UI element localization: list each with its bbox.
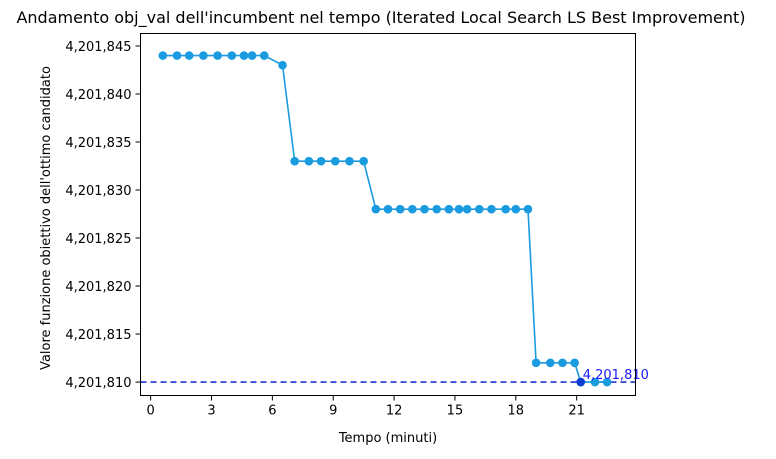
data-point — [501, 204, 510, 214]
data-point — [184, 51, 194, 60]
data-point — [602, 377, 612, 387]
best-point — [576, 377, 586, 387]
data-point — [259, 51, 269, 60]
x-tick-label: 0 — [147, 404, 155, 419]
y-tick-label: 4,201,845 — [65, 40, 131, 55]
chart-title: Andamento obj_val dell'incumbent nel tem… — [16, 8, 745, 28]
data-point — [213, 51, 222, 60]
y-tick-label: 4,201,820 — [65, 280, 131, 295]
data-point — [395, 204, 405, 214]
data-point — [359, 156, 368, 166]
data-point — [523, 204, 533, 214]
y-tick-label: 4,201,825 — [65, 232, 131, 247]
data-point — [531, 358, 541, 368]
data-point — [239, 51, 249, 60]
data-point — [345, 156, 354, 166]
plot-area: 0 3 6 9 12 15 18 21 4,201,810 4,201,815 4,201,820 4… — [65, 40, 649, 419]
x-tick-label: 12 — [386, 404, 403, 419]
data-point — [454, 204, 464, 214]
data-point — [408, 204, 417, 214]
data-point — [330, 156, 340, 166]
x-axis-label: Tempo (minuti) — [338, 431, 437, 446]
series-line — [162, 54, 608, 383]
y-tick-label: 4,201,840 — [65, 88, 131, 103]
data-point — [199, 51, 208, 60]
data-point — [316, 156, 326, 166]
data-point — [444, 204, 454, 214]
data-point — [278, 60, 287, 70]
x-tick-label: 9 — [329, 404, 337, 419]
plot-frame — [140, 33, 636, 396]
data-point — [432, 204, 441, 214]
y-tick-label: 4,201,815 — [65, 328, 131, 343]
data-point — [158, 51, 168, 60]
y-tick-label: 4,201,810 — [65, 376, 131, 391]
data-point — [570, 358, 579, 368]
data-point — [227, 51, 237, 60]
data-point — [304, 156, 314, 166]
data-point — [371, 204, 381, 214]
best-value-label: 4,201,810 — [583, 368, 649, 383]
data-point — [590, 377, 600, 387]
x-tick-label: 3 — [207, 404, 215, 419]
y-tick-label: 4,201,835 — [65, 136, 131, 151]
data-point — [545, 358, 555, 368]
y-axis-label: Valore funzione obiettivo dell'ottimo ca… — [39, 66, 54, 370]
data-point — [290, 156, 299, 166]
data-point — [383, 204, 393, 214]
x-tick-label: 6 — [268, 404, 276, 419]
data-point — [462, 204, 472, 214]
data-point — [247, 51, 257, 60]
data-point — [172, 51, 182, 60]
data-point — [474, 204, 484, 214]
x-tick-label: 21 — [568, 404, 585, 419]
x-tick-label: 15 — [447, 404, 464, 419]
data-point — [487, 204, 496, 214]
y-tick-label: 4,201,830 — [65, 184, 131, 199]
data-point — [420, 204, 429, 214]
data-point — [511, 204, 521, 214]
data-point — [558, 358, 567, 368]
x-tick-label: 18 — [508, 404, 525, 419]
